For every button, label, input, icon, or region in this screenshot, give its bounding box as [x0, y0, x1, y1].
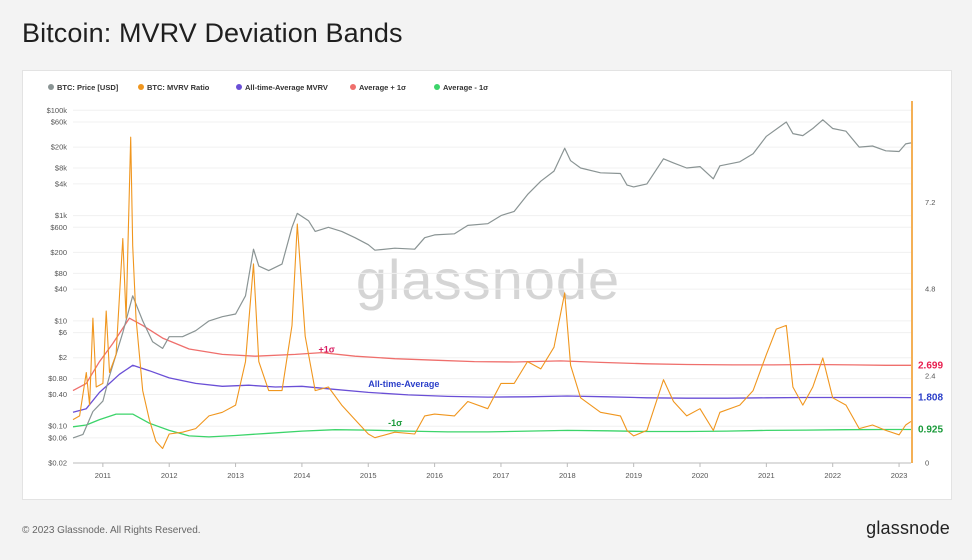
left-tick-label: $100k: [47, 106, 68, 115]
footer-brand-logo[interactable]: glassnode: [866, 518, 950, 538]
page-title: Bitcoin: MVRV Deviation Bands: [22, 18, 403, 48]
left-tick-label: $80: [54, 269, 67, 278]
right-tick-label: 4.8: [925, 285, 935, 294]
chart-annotations: +1σ All-time-Average -1σ: [318, 345, 439, 428]
x-tick-label: 2016: [426, 471, 443, 480]
series-line-average-1: [72, 413, 911, 438]
left-tick-label: $600: [50, 223, 67, 232]
left-tick-label: $0.80: [48, 374, 67, 383]
chart-legend: BTC: Price [USD] BTC: MVRV Ratio All-time-…: [48, 83, 488, 92]
mvrv-chart: glassnode BTC: Price [USD] BTC: MVRV Rati…: [47, 83, 944, 480]
right-end-label: 2.699: [918, 360, 943, 371]
series-line-average-1: [72, 317, 911, 392]
x-tick-label: 2017: [493, 471, 510, 480]
series-line-btc-mvrv-ratio: [72, 136, 912, 450]
left-tick-label: $0.02: [48, 459, 67, 468]
band-annotation: -1σ: [388, 418, 402, 428]
x-tick-label: 2013: [227, 471, 244, 480]
right-tick-label: 7.2: [925, 198, 935, 207]
chart-card: glassnode BTC: Price [USD] BTC: MVRV Rati…: [22, 70, 952, 500]
x-tick-label: 2014: [294, 471, 311, 480]
left-tick-label: $1k: [55, 211, 67, 220]
left-tick-label: $2: [59, 353, 67, 362]
legend-label: Average + 1σ: [359, 83, 406, 92]
right-tick-label: 0: [925, 459, 929, 468]
x-tick-label: 2018: [559, 471, 576, 480]
legend-marker: [236, 84, 242, 90]
right-tick-label: 2.4: [925, 372, 935, 381]
x-tick-label: 2019: [625, 471, 642, 480]
left-tick-label: $40: [54, 285, 67, 294]
right-end-label: 1.808: [918, 393, 943, 404]
legend-marker: [434, 84, 440, 90]
left-tick-label: $4k: [55, 179, 67, 188]
legend-label: BTC: Price [USD]: [57, 83, 119, 92]
left-tick-label: $8k: [55, 164, 67, 173]
left-tick-label: $0.40: [48, 390, 67, 399]
footer-copyright: © 2023 Glassnode. All Rights Reserved.: [22, 525, 201, 536]
band-annotation: +1σ: [318, 345, 334, 355]
series-line-all-time-average-mvrv: [72, 364, 912, 413]
x-axis: 2011 2012 2013 2014 2015 2016 2017 2018 2019 2020…: [73, 462, 911, 480]
x-tick-label: 2015: [360, 471, 377, 480]
series-line-btc-price-usd: [72, 119, 912, 439]
left-tick-label: $20k: [51, 143, 68, 152]
legend-marker: [350, 84, 356, 90]
left-tick-label: $60k: [51, 117, 68, 126]
left-tick-label: $0.06: [48, 433, 67, 442]
x-tick-label: 2011: [95, 471, 111, 480]
x-tick-label: 2023: [891, 471, 908, 480]
legend-marker: [48, 84, 54, 90]
x-tick-label: 2012: [161, 471, 178, 480]
left-tick-label: $10: [54, 316, 67, 325]
band-annotation: All-time-Average: [368, 379, 439, 389]
left-tick-label: $6: [59, 328, 67, 337]
x-tick-label: 2021: [758, 471, 775, 480]
legend-label: BTC: MVRV Ratio: [147, 83, 210, 92]
legend-marker: [138, 84, 144, 90]
x-tick-label: 2022: [824, 471, 841, 480]
left-tick-label: $0.10: [48, 422, 67, 431]
x-tick-label: 2020: [692, 471, 709, 480]
legend-label: All-time-Average MVRV: [245, 83, 328, 92]
watermark: glassnode: [356, 248, 620, 311]
chart-series: [72, 119, 912, 450]
right-axis: 0 2.4 4.8 7.2 2.699 1.808 0.925: [911, 101, 943, 468]
legend-label: Average - 1σ: [443, 83, 488, 92]
right-end-label: 0.925: [918, 425, 943, 436]
left-tick-label: $200: [50, 248, 67, 257]
